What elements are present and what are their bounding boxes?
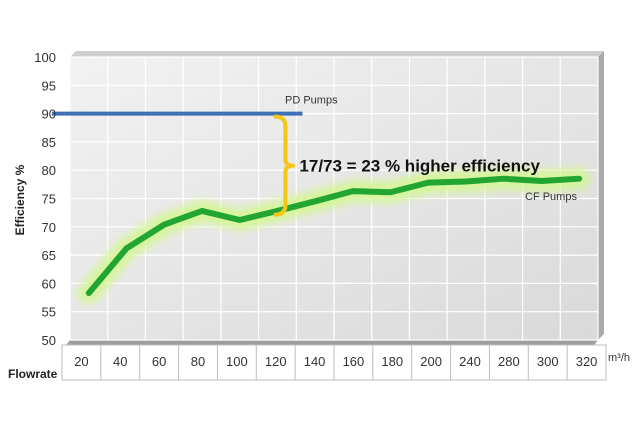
cf-pumps-point — [124, 245, 130, 251]
x-tick-label: 100 — [226, 354, 248, 369]
x-tick-label: 300 — [537, 354, 559, 369]
cf-pumps-point — [86, 290, 92, 296]
cf-pumps-point — [199, 208, 205, 214]
cf-pumps-point — [237, 217, 243, 223]
plot-right-edge — [598, 51, 604, 340]
y-tick-label: 65 — [42, 248, 56, 263]
annotation-bracket — [273, 114, 296, 217]
plot-top-edge — [70, 51, 604, 57]
x-axis-title: Flowrate — [8, 367, 58, 381]
y-tick-label: 60 — [42, 276, 56, 291]
x-tick-label: 20 — [74, 354, 88, 369]
y-tick-label: 75 — [42, 192, 56, 207]
x-tick-label: 200 — [420, 354, 442, 369]
y-tick-label: 90 — [42, 107, 56, 122]
cf-pumps-point — [350, 188, 356, 194]
y-tick-label: 55 — [42, 305, 56, 320]
cf-pumps-point — [501, 176, 507, 182]
cf-pumps-point — [538, 178, 544, 184]
x-tick-label: 80 — [191, 354, 205, 369]
cf-pumps-point — [312, 198, 318, 204]
x-tick-label: 280 — [498, 354, 520, 369]
cf-pumps-point — [388, 189, 394, 195]
cf-pumps-point — [161, 222, 167, 228]
x-tick-label: 60 — [152, 354, 166, 369]
y-tick-label: 80 — [42, 163, 56, 178]
cf-pumps-point — [274, 208, 280, 214]
pd-pumps-label: PD Pumps — [285, 95, 338, 107]
x-tick-label: 180 — [381, 354, 403, 369]
x-tick-label: 320 — [576, 354, 598, 369]
cf-pumps-label: CF Pumps — [525, 191, 577, 203]
y-tick-label: 50 — [42, 333, 56, 348]
y-tick-label: 85 — [42, 135, 56, 150]
x-tick-label: 120 — [265, 354, 287, 369]
y-axis-title: Efficiency % — [13, 164, 27, 235]
cf-pumps-point — [425, 180, 431, 186]
cf-pumps-point — [463, 179, 469, 185]
cf-pumps-line — [85, 175, 583, 297]
x-tick-label: 240 — [459, 354, 481, 369]
x-tick-label: 160 — [343, 354, 365, 369]
y-tick-label: 95 — [42, 78, 56, 93]
y-tick-label: 100 — [34, 50, 56, 65]
y-tick-label: 70 — [42, 220, 56, 235]
x-axis-unit: m³/h — [608, 352, 630, 364]
cf-pumps-point — [576, 176, 582, 182]
x-tick-label: 40 — [113, 354, 127, 369]
x-tick-label: 140 — [304, 354, 326, 369]
annotation-text: 17/73 = 23 % higher efficiency — [299, 157, 540, 176]
